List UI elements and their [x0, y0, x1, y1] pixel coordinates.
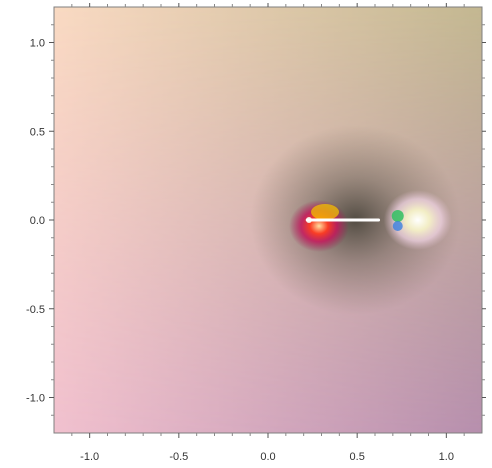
x-tick-label: 0.0	[260, 451, 275, 463]
x-tick-label: -0.5	[169, 451, 188, 463]
singularity-left-yellow	[311, 204, 340, 220]
y-tick-label: 1.0	[30, 38, 45, 50]
y-axis: 1.0 0.5 0.0 -0.5 -1.0	[26, 24, 486, 416]
x-tick-label: 0.5	[350, 451, 365, 463]
y-tick-label: 0.0	[30, 215, 45, 227]
x-tick-label: 1.0	[439, 451, 454, 463]
singularity-right	[383, 190, 452, 250]
x-axis: -1.0 -0.5 0.0 0.5 1.0	[71, 3, 465, 463]
singularity-right-blue	[392, 221, 403, 231]
y-tick-label: -1.0	[26, 393, 45, 405]
y-tick-label: -0.5	[26, 304, 45, 316]
singularity-right-green	[391, 210, 404, 222]
y-tick-label: 0.5	[30, 126, 45, 138]
x-tick-label: -1.0	[80, 451, 99, 463]
